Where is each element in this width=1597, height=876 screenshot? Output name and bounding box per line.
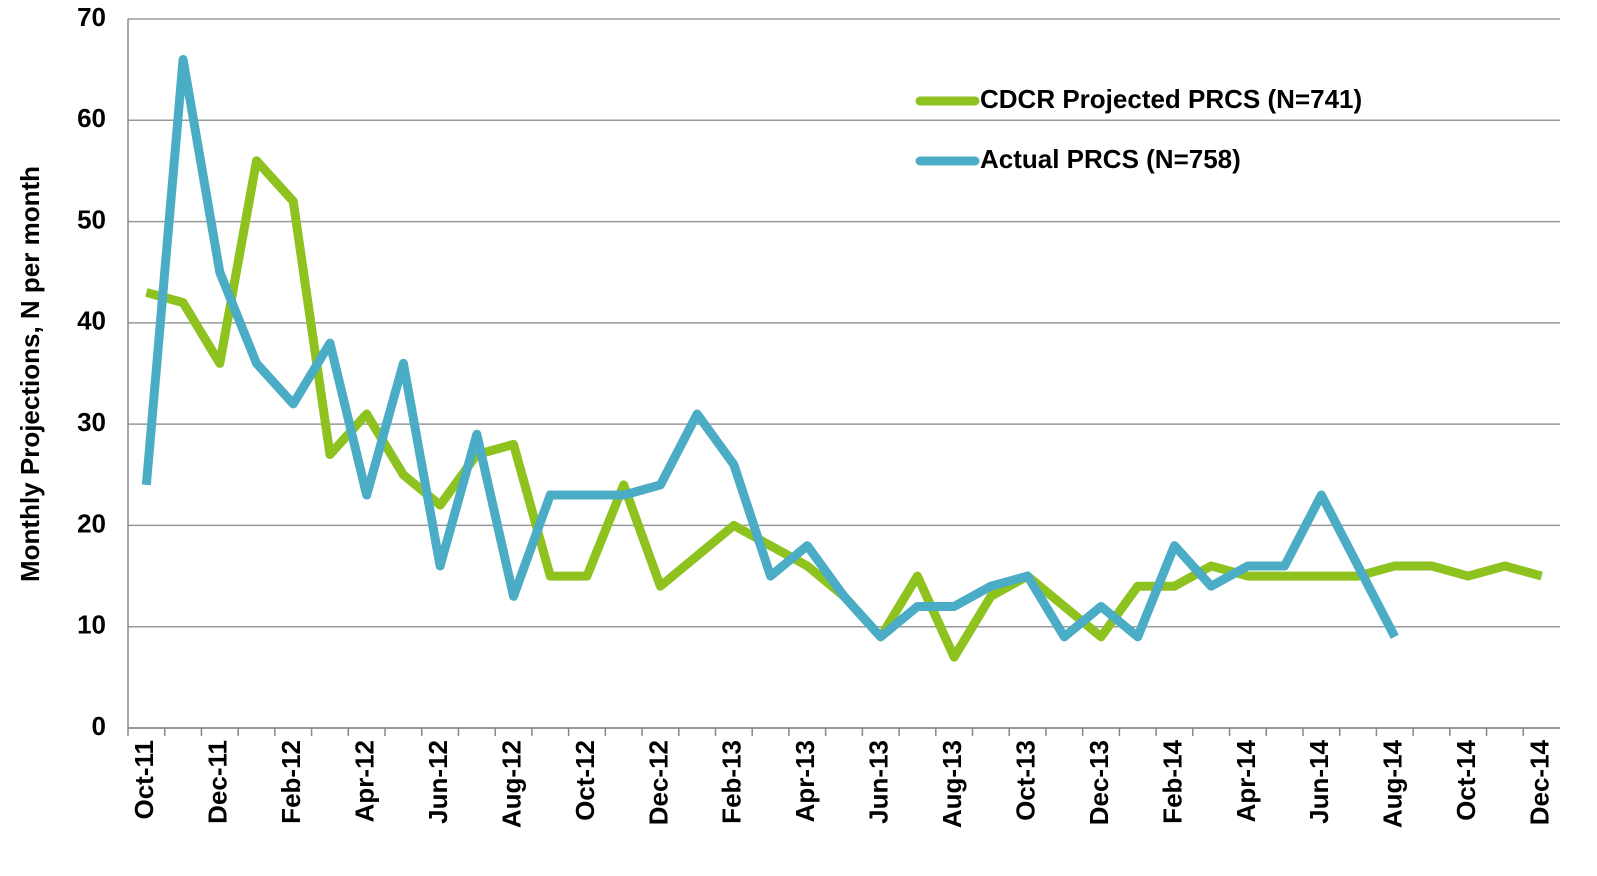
x-tick-label: Oct-14 (1451, 739, 1481, 820)
legend-label: CDCR Projected PRCS (N=741) (980, 84, 1362, 114)
x-tick-label: Apr-12 (350, 740, 380, 822)
x-tick-label: Oct-12 (570, 740, 600, 821)
y-tick-label: 30 (77, 407, 106, 437)
y-tick-label: 40 (77, 306, 106, 336)
x-tick-label: Dec-12 (643, 740, 673, 825)
x-tick-label: Apr-13 (790, 740, 820, 822)
x-tick-label: Jun-12 (423, 740, 453, 824)
y-tick-label: 60 (77, 103, 106, 133)
x-tick-label: Feb-13 (717, 740, 747, 824)
x-tick-label: Jun-13 (864, 740, 894, 824)
series-line (141, 55, 1399, 642)
x-tick-label: Feb-14 (1157, 739, 1187, 823)
x-tick-label: Aug-14 (1378, 739, 1408, 828)
x-tick-label: Jun-14 (1304, 739, 1334, 823)
y-axis-title: Monthly Projections, N per month (15, 166, 45, 582)
y-tick-label: 10 (77, 610, 106, 640)
x-tick-label: Oct-13 (1010, 740, 1040, 821)
y-tick-label: 70 (77, 2, 106, 32)
x-tick-label: Dec-14 (1525, 739, 1555, 825)
x-tick-label: Apr-14 (1231, 739, 1261, 822)
series-line (145, 156, 1543, 662)
y-tick-label: 20 (77, 508, 106, 538)
y-tick-label: 50 (77, 204, 106, 234)
x-tick-label: Aug-13 (937, 740, 967, 828)
x-tick-label: Feb-12 (276, 740, 306, 824)
y-tick-label: 0 (92, 711, 106, 741)
x-tick-label: Aug-12 (496, 740, 526, 828)
legend-label: Actual PRCS (N=758) (980, 144, 1241, 174)
x-tick-label: Dec-13 (1084, 740, 1114, 825)
x-tick-label: Dec-11 (203, 740, 233, 824)
x-tick-label: Oct-11 (129, 740, 159, 820)
